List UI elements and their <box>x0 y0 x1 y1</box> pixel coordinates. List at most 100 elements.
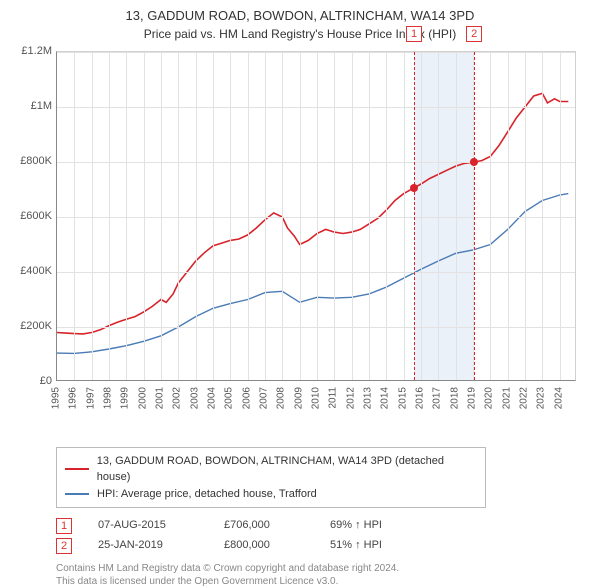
chart-area: 12 £0£200K£400K£600K£800K£1M£1.2M1995199… <box>12 51 588 411</box>
xtick-label: 2012 <box>345 387 356 409</box>
gridline-h <box>57 107 575 108</box>
xtick-label: 1998 <box>103 387 114 409</box>
xtick-label: 2011 <box>328 387 339 409</box>
gridline-v <box>265 52 266 380</box>
chart-title: 13, GADDUM ROAD, BOWDON, ALTRINCHAM, WA1… <box>12 8 588 25</box>
ytick-label: £400K <box>20 265 52 277</box>
sales-date: 25-JAN-2019 <box>98 536 198 556</box>
xtick-label: 2005 <box>224 387 235 409</box>
footer-attribution: Contains HM Land Registry data © Crown c… <box>56 562 588 588</box>
footer-line: Contains HM Land Registry data © Crown c… <box>56 562 588 575</box>
gridline-v <box>438 52 439 380</box>
sales-delta: 51% ↑ HPI <box>330 536 430 556</box>
series-price_paid <box>57 93 568 334</box>
xtick-label: 1996 <box>68 387 79 409</box>
gridline-v <box>109 52 110 380</box>
gridline-v <box>282 52 283 380</box>
marker-dot-icon <box>410 184 418 192</box>
gridline-v <box>542 52 543 380</box>
gridline-v <box>92 52 93 380</box>
ytick-label: £0 <box>40 375 52 387</box>
gridline-v <box>161 52 162 380</box>
legend-box: 13, GADDUM ROAD, BOWDON, ALTRINCHAM, WA1… <box>56 447 486 509</box>
gridline-v <box>560 52 561 380</box>
gridline-v <box>213 52 214 380</box>
gridline-v <box>144 52 145 380</box>
gridline-h <box>57 327 575 328</box>
gridline-h <box>57 162 575 163</box>
xtick-label: 2008 <box>276 387 287 409</box>
xtick-label: 2019 <box>467 387 478 409</box>
legend-label: 13, GADDUM ROAD, BOWDON, ALTRINCHAM, WA1… <box>97 453 477 486</box>
xtick-label: 2003 <box>189 387 200 409</box>
xtick-label: 1999 <box>120 387 131 409</box>
xtick-label: 2015 <box>397 387 408 409</box>
gridline-v <box>508 52 509 380</box>
xtick-label: 2023 <box>536 387 547 409</box>
gridline-v <box>334 52 335 380</box>
ytick-label: £800K <box>20 155 52 167</box>
xtick-label: 2001 <box>155 387 166 409</box>
sales-row: 2 25-JAN-2019 £800,000 51% ↑ HPI <box>56 536 588 556</box>
xtick-label: 1997 <box>85 387 96 409</box>
legend-row: HPI: Average price, detached house, Traf… <box>65 486 477 503</box>
gridline-v <box>456 52 457 380</box>
gridline-v <box>248 52 249 380</box>
marker-line <box>414 52 415 380</box>
gridline-v <box>369 52 370 380</box>
ytick-label: £1.2M <box>21 45 52 57</box>
sales-badge: 1 <box>56 518 72 534</box>
xtick-label: 2017 <box>432 387 443 409</box>
marker-badge: 1 <box>406 26 422 42</box>
sales-price: £706,000 <box>224 516 304 536</box>
ytick-label: £200K <box>20 320 52 332</box>
gridline-h <box>57 272 575 273</box>
xtick-label: 2007 <box>259 387 270 409</box>
legend-label: HPI: Average price, detached house, Traf… <box>97 486 317 503</box>
ytick-label: £600K <box>20 210 52 222</box>
gridline-v <box>230 52 231 380</box>
xtick-label: 2004 <box>207 387 218 409</box>
xtick-label: 2006 <box>241 387 252 409</box>
gridline-v <box>126 52 127 380</box>
chart-subtitle: Price paid vs. HM Land Registry's House … <box>12 27 588 41</box>
gridline-h <box>57 217 575 218</box>
sales-table: 1 07-AUG-2015 £706,000 69% ↑ HPI 2 25-JAN-201… <box>56 516 588 556</box>
gridline-v <box>490 52 491 380</box>
gridline-v <box>421 52 422 380</box>
marker-line <box>474 52 475 380</box>
marker-dot-icon <box>470 158 478 166</box>
footer-line: This data is licensed under the Open Gov… <box>56 575 588 588</box>
xtick-label: 2021 <box>501 387 512 409</box>
xtick-label: 2009 <box>293 387 304 409</box>
sales-price: £800,000 <box>224 536 304 556</box>
xtick-label: 2018 <box>449 387 460 409</box>
gridline-v <box>352 52 353 380</box>
gridline-h <box>57 52 575 53</box>
xtick-label: 2020 <box>484 387 495 409</box>
xtick-label: 2010 <box>311 387 322 409</box>
marker-badge: 2 <box>466 26 482 42</box>
xtick-label: 2022 <box>519 387 530 409</box>
legend-row: 13, GADDUM ROAD, BOWDON, ALTRINCHAM, WA1… <box>65 453 477 486</box>
gridline-v <box>317 52 318 380</box>
plot-region: 12 <box>56 51 576 381</box>
xtick-label: 2000 <box>137 387 148 409</box>
gridline-v <box>196 52 197 380</box>
sales-badge: 2 <box>56 538 72 554</box>
sales-row: 1 07-AUG-2015 £706,000 69% ↑ HPI <box>56 516 588 536</box>
gridline-v <box>300 52 301 380</box>
gridline-v <box>404 52 405 380</box>
xtick-label: 2013 <box>363 387 374 409</box>
legend-swatch-icon <box>65 468 89 470</box>
xtick-label: 2016 <box>415 387 426 409</box>
sales-delta: 69% ↑ HPI <box>330 516 430 536</box>
ytick-label: £1M <box>31 100 52 112</box>
sales-date: 07-AUG-2015 <box>98 516 198 536</box>
gridline-v <box>178 52 179 380</box>
gridline-v <box>74 52 75 380</box>
legend-swatch-icon <box>65 493 89 495</box>
gridline-v <box>386 52 387 380</box>
gridline-v <box>525 52 526 380</box>
xtick-label: 2014 <box>380 387 391 409</box>
